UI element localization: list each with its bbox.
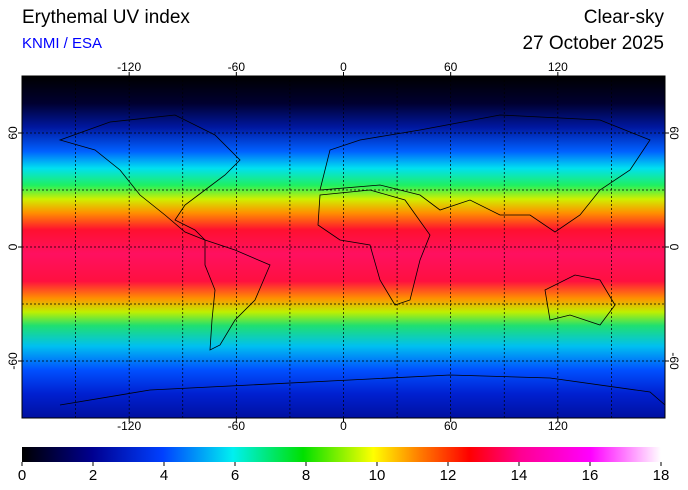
colorbar <box>22 447 661 462</box>
colorbar-tick-label: 0 <box>18 467 26 484</box>
mode: Clear-sky <box>584 7 665 28</box>
x-tick-label-bottom: -120 <box>117 419 141 433</box>
colorbar-tick-label: 4 <box>160 467 168 484</box>
x-tick-label-top: -60 <box>228 60 246 74</box>
y-tick-label-right: 0 <box>667 244 681 251</box>
colorbar-tick-label: 8 <box>302 467 310 484</box>
x-tick-label-top: 60 <box>444 60 458 74</box>
y-tick-label-left: 0 <box>6 243 20 250</box>
source: KNMI / ESA <box>22 35 102 52</box>
y-tick-label-right: -60 <box>667 352 681 370</box>
colorbar-tick-label: 16 <box>582 467 599 484</box>
colorbar-tick-label: 14 <box>511 467 528 484</box>
y-tick-label-right: 60 <box>667 126 681 140</box>
x-tick-label-bottom: -60 <box>228 419 246 433</box>
title: Erythemal UV index <box>22 7 190 28</box>
graticule <box>22 76 665 418</box>
colorbar-tick-label: 6 <box>231 467 239 484</box>
x-tick-label-top: 120 <box>548 60 568 74</box>
x-tick-label-bottom: 0 <box>340 419 347 433</box>
y-tick-label-left: 60 <box>6 126 20 140</box>
x-tick-label-bottom: 60 <box>444 419 458 433</box>
x-tick-label-bottom: 120 <box>548 419 568 433</box>
coastlines <box>58 114 666 406</box>
colorbar-tick-label: 12 <box>440 467 457 484</box>
colorbar-tick-label: 2 <box>89 467 97 484</box>
x-tick-label-top: -120 <box>117 60 141 74</box>
x-tick-label-top: 0 <box>340 60 347 74</box>
colorbar-tick-label: 18 <box>653 467 670 484</box>
colorbar-tick-label: 10 <box>369 467 386 484</box>
y-tick-label-left: -60 <box>6 352 20 370</box>
date: 27 October 2025 <box>522 33 664 54</box>
